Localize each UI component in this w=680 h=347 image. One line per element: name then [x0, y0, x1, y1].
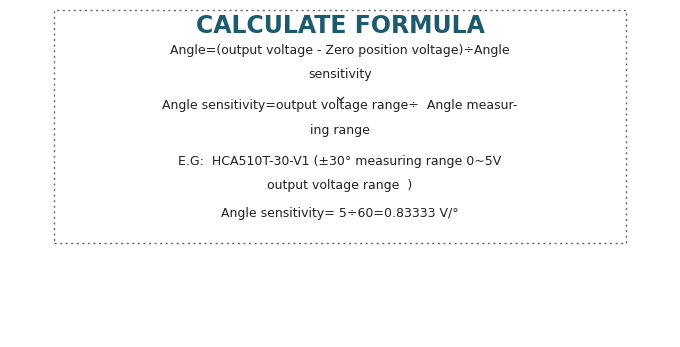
- Text: sensitivity: sensitivity: [308, 68, 372, 81]
- Text: Angle=(output voltage - Zero position voltage)÷Angle: Angle=(output voltage - Zero position vo…: [170, 44, 510, 57]
- Text: E.G:  HCA510T-30-V1 (±30° measuring range 0~5V: E.G: HCA510T-30-V1 (±30° measuring range…: [178, 155, 502, 168]
- Text: CALCULATE FORMULA: CALCULATE FORMULA: [196, 14, 484, 38]
- Text: ing range: ing range: [310, 124, 370, 137]
- Bar: [54, 10, 626, 243]
- Text: output voltage range  ): output voltage range ): [267, 179, 413, 192]
- Text: Angle sensitivity= 5÷60=0.83333 V/°: Angle sensitivity= 5÷60=0.83333 V/°: [221, 207, 459, 220]
- Text: ⌄: ⌄: [333, 87, 347, 105]
- Text: Angle sensitivity=output voltage range÷  Angle measur-: Angle sensitivity=output voltage range÷ …: [163, 99, 517, 112]
